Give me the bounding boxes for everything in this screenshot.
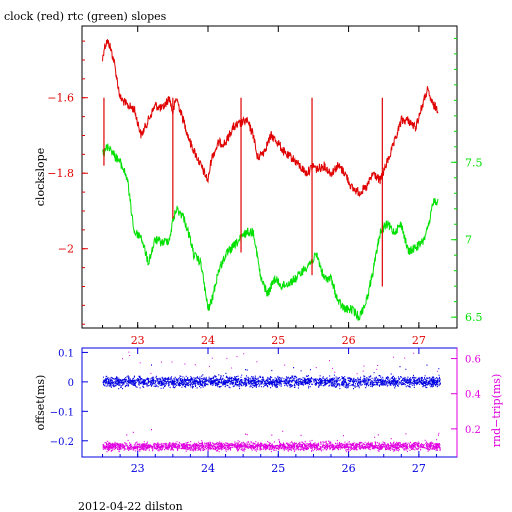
top-panel-slopes: 23 24 25 26 27 −1.6 −1.8 −2 7.5 7 6.5 clockslope (34, 25, 483, 347)
top-plot-frame (81, 25, 458, 329)
bottom-y-tick-label: 0.1 (58, 348, 74, 359)
top-y-tick-label: −1.6 (47, 92, 74, 105)
bottom-x-tick-label: 23 (131, 462, 145, 475)
bottom-y2-axis-label: rnd−trip(ms) (490, 374, 503, 448)
top-y2-tick-label: 7.5 (465, 156, 483, 169)
top-x-tick-label: 25 (271, 334, 285, 347)
top-y-axis-label: clockslope (34, 148, 47, 206)
top-x-tick-label: 27 (412, 334, 426, 347)
bottom-x-tick-label: 24 (201, 462, 215, 475)
rtc-slope-series (102, 143, 439, 321)
bottom-y-tick-label: 0 (68, 378, 74, 389)
roundtrip-outliers (122, 351, 438, 375)
figure-footer: 2012-04-22 dilston (78, 500, 183, 512)
top-y2-tick-label: 7 (465, 234, 472, 247)
bottom-y2-tick-label: 0.6 (465, 355, 481, 366)
bottom-x-tick-label: 27 (412, 462, 426, 475)
top-x-tick-label: 23 (131, 334, 145, 347)
offset-points (102, 364, 441, 390)
bottom-panel-offset-roundtrip: 23 24 25 26 27 0.1 0 −0.1 −0.2 0.6 0.4 0.2 offset(ms… (34, 347, 503, 475)
bottom-y-tick-label: −0.2 (50, 437, 74, 448)
roundtrip-points (102, 429, 441, 453)
bottom-x-tick-label: 25 (271, 462, 285, 475)
bottom-y-axis-label: offset(ms) (34, 375, 47, 431)
top-y2-tick-label: 6.5 (465, 311, 483, 324)
bottom-y2-tick-label: 0.4 (465, 390, 481, 401)
top-x-tick-label: 26 (342, 334, 356, 347)
clock-slope-series (102, 39, 439, 198)
bottom-x-tick-label: 26 (342, 462, 356, 475)
top-x-tick-label: 24 (201, 334, 215, 347)
top-y-tick-label: −1.8 (47, 167, 74, 180)
bottom-plot-frame (81, 347, 458, 458)
bottom-y-tick-label: −0.1 (50, 407, 74, 418)
bottom-y2-tick-label: 0.2 (465, 425, 481, 436)
figure-title: clock (red) rtc (green) slopes (4, 10, 167, 23)
top-y-tick-label: −2 (58, 243, 74, 256)
